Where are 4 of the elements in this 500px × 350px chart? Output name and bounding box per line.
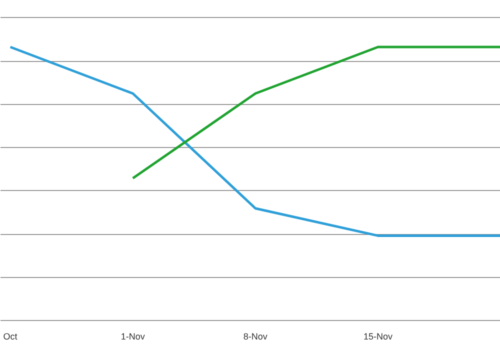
x-tick-label: 1-Nov — [120, 332, 146, 342]
x-tick-label: 8-Nov — [243, 332, 268, 342]
x-tick-label: 15-Nov — [363, 332, 393, 342]
x-tick-label: Oct — [3, 332, 18, 342]
